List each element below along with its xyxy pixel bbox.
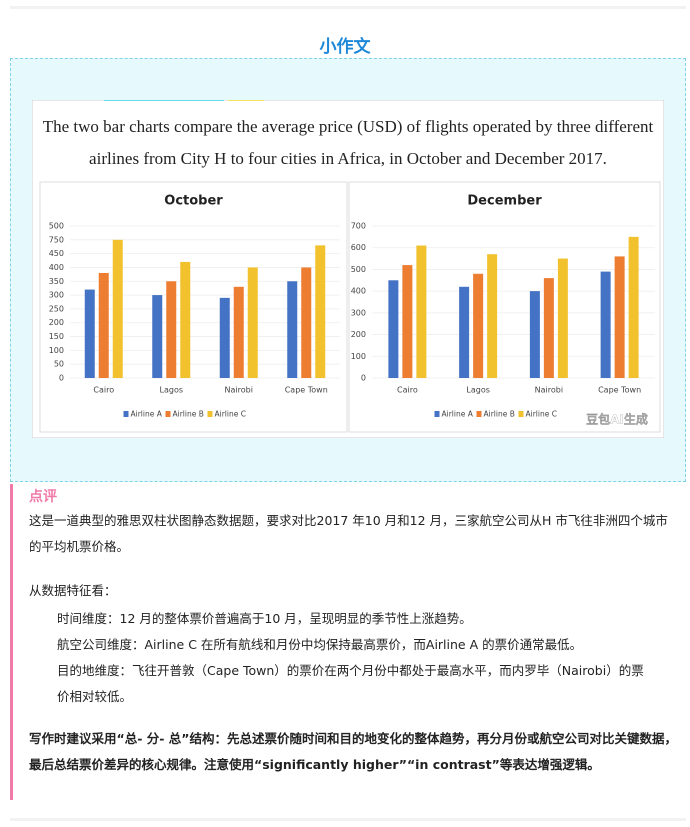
- y-tick-label: 500: [49, 222, 64, 231]
- divider: [10, 6, 686, 9]
- bar: [180, 261, 191, 378]
- bar: [557, 258, 568, 378]
- paragraph: 从数据特征看：: [29, 583, 117, 598]
- bar: [614, 256, 625, 378]
- y-tick-label: 300: [49, 291, 64, 300]
- bar: [98, 272, 109, 378]
- y-tick-label: 400: [49, 263, 64, 272]
- legend-swatch: [434, 411, 440, 417]
- legend-swatch: [207, 411, 213, 417]
- y-tick-label: 0: [361, 374, 366, 383]
- review-heading: 点评: [29, 489, 57, 505]
- y-tick-label: 300: [351, 308, 366, 317]
- caption: The two bar charts compare the average p…: [43, 117, 654, 136]
- legend-label: Airline A: [442, 410, 474, 419]
- paragraph: 这是一道典型的雅思双柱状图静态数据题，要求对比2017 年10 月和12 月，三…: [29, 513, 668, 554]
- y-tick-label: 600: [351, 243, 366, 252]
- bar: [315, 245, 326, 378]
- bar: [473, 273, 484, 378]
- list-item: 航空公司维度：Airline C 在所有航线和月份中均保持最高票价，而Airli…: [57, 637, 583, 652]
- y-tick-label: 150: [49, 332, 64, 341]
- y-tick-label: 0: [59, 374, 64, 383]
- y-tick-label: 700: [351, 222, 366, 231]
- bar: [247, 267, 258, 378]
- divider: [10, 818, 686, 821]
- chart-image: The two bar charts compare the average p…: [32, 100, 664, 438]
- legend-label: Airline A: [131, 410, 163, 419]
- y-tick-label: 50: [54, 360, 64, 369]
- bar: [233, 286, 244, 378]
- legend-label: Airline C: [526, 410, 557, 419]
- bar: [287, 281, 298, 378]
- x-tick-label: Cape Town: [598, 386, 641, 395]
- y-tick-label: 200: [49, 318, 64, 327]
- x-tick-label: Nairobi: [535, 386, 563, 395]
- y-tick-label: 100: [49, 346, 64, 355]
- y-tick-label: 450: [49, 249, 64, 258]
- chart-title: October: [164, 194, 223, 209]
- chart-title: December: [467, 194, 542, 209]
- legend-swatch: [476, 411, 482, 417]
- legend-swatch: [165, 411, 171, 417]
- y-tick-label: 200: [351, 330, 366, 339]
- bar: [459, 286, 470, 378]
- bar: [402, 265, 413, 378]
- x-tick-label: Nairobi: [225, 386, 253, 395]
- section-title: 小作文: [319, 37, 371, 57]
- bar: [529, 291, 540, 378]
- x-tick-label: Cairo: [93, 386, 114, 395]
- bar: [543, 278, 554, 378]
- bar: [487, 254, 498, 378]
- review: 点评 这是一道典型的雅思双柱状图静态数据题，要求对比2017 年10 月和12 …: [10, 484, 683, 800]
- y-tick-label: 500: [351, 265, 366, 274]
- x-tick-label: Lagos: [466, 386, 490, 395]
- y-tick-label: 750: [49, 235, 64, 244]
- bar: [166, 281, 177, 378]
- bar: [416, 245, 427, 378]
- bar: [112, 239, 123, 378]
- legend-swatch: [123, 411, 129, 417]
- watermark: 豆包AI生成: [586, 412, 648, 427]
- x-tick-label: Lagos: [160, 386, 184, 395]
- caption: airlines from City H to four cities in A…: [89, 149, 607, 168]
- legend-swatch: [518, 411, 524, 417]
- bar: [600, 271, 611, 378]
- legend-label: Airline C: [215, 410, 246, 419]
- bar: [301, 267, 312, 378]
- bar: [628, 236, 639, 378]
- list-item: 时间维度：12 月的整体票价普遍高于10 月，呈现明显的季节性上涨趋势。: [57, 611, 472, 626]
- list-item: 目的地维度：飞往开普敦（Cape Town）的票价在两个月份中都处于最高水平，而…: [57, 663, 644, 704]
- x-tick-label: Cape Town: [285, 386, 328, 395]
- decoration: [104, 100, 224, 101]
- x-tick-label: Cairo: [397, 386, 418, 395]
- y-tick-label: 400: [351, 287, 366, 296]
- legend-label: Airline B: [484, 410, 515, 419]
- y-tick-label: 100: [351, 352, 366, 361]
- paragraph: 写作时建议采用“总- 分- 总”结构：先总述票价随时间和目的地变化的整体趋势，再…: [29, 731, 678, 772]
- legend-label: Airline B: [173, 410, 204, 419]
- y-tick-label: 250: [49, 304, 64, 313]
- decoration: [228, 100, 264, 101]
- y-tick-label: 350: [49, 277, 64, 286]
- bar: [152, 295, 163, 378]
- bar: [219, 297, 230, 378]
- bar: [84, 289, 95, 378]
- bar: [388, 280, 399, 378]
